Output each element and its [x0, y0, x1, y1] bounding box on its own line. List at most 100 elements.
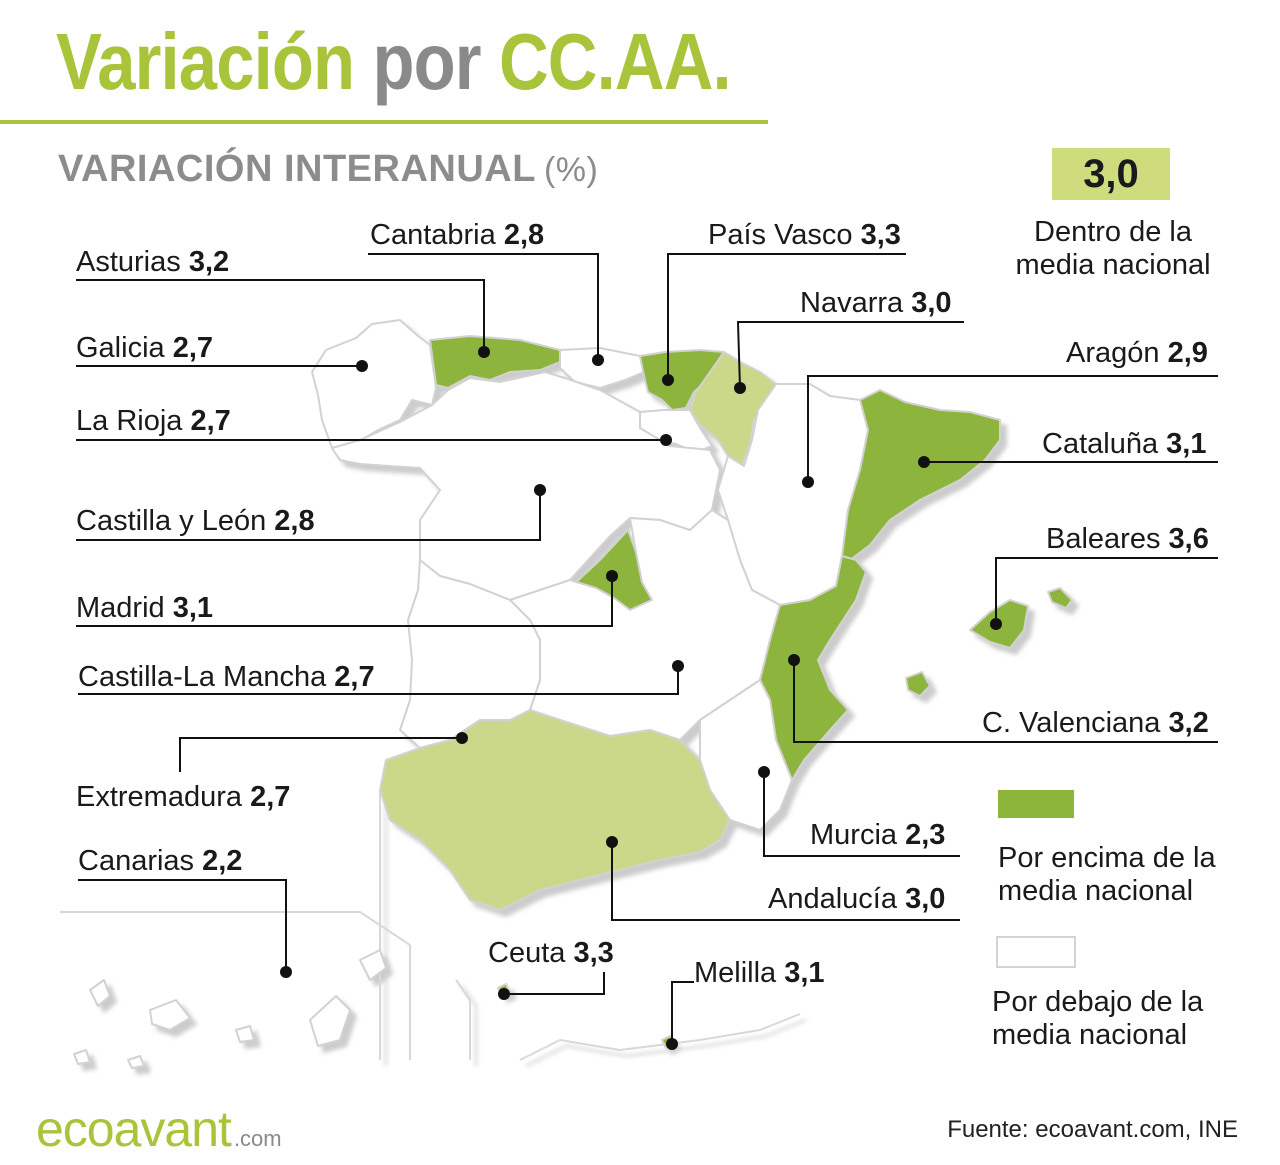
region-label-madrid: Madrid 3,1: [76, 591, 213, 625]
region-label-melilla: Melilla 3,1: [694, 956, 825, 990]
marker-dot-cataluna: [918, 456, 930, 468]
region-value: 3,3: [573, 937, 614, 969]
region-andalucia: [379, 709, 731, 911]
region-label-canarias: Canarias 2,2: [78, 844, 242, 878]
region-label-c-valenciana: C. Valenciana 3,2: [982, 706, 1209, 740]
leader-line-melilla: [671, 981, 694, 1044]
region-cantabria: [559, 347, 645, 389]
region-c-valenciana: [759, 555, 867, 781]
region-value: 3,2: [1168, 707, 1209, 739]
region-name: Baleares: [1046, 523, 1161, 555]
leader-line-c-valenciana: [793, 660, 1218, 743]
region-name: Cataluña: [1042, 428, 1159, 460]
marker-dot-asturias: [478, 346, 490, 358]
region-name: Castilla y León: [76, 505, 267, 537]
marker-dot-aragon: [802, 476, 814, 488]
region-name: Castilla-La Mancha: [78, 661, 327, 693]
region-value: 2,7: [334, 661, 375, 693]
region-value: 3,0: [905, 883, 946, 915]
region-label-navarra: Navarra 3,0: [800, 286, 952, 320]
region-asturias: [429, 335, 566, 389]
leader-line-murcia: [763, 772, 960, 857]
leader-line-canarias: [78, 879, 287, 972]
region-value: 3,0: [911, 287, 952, 319]
marker-dot-andalucia: [606, 836, 618, 848]
region-cataluna: [841, 389, 1001, 561]
ecoavant-logo: ecoavant .com: [36, 1101, 282, 1157]
region-value: 2,3: [905, 819, 946, 851]
leader-line-madrid: [76, 576, 613, 627]
marker-dot-canarias: [280, 966, 292, 978]
region-label-la-rioja: La Rioja 2,7: [76, 404, 231, 438]
region-label-baleares: Baleares 3,6: [1046, 522, 1209, 556]
legend-below-label: Por debajo de la media nacional: [992, 986, 1204, 1051]
region-label-murcia: Murcia 2,3: [810, 818, 945, 852]
legend-below-swatch: [996, 936, 1076, 968]
region-baleares: [905, 587, 1073, 697]
region-name: Ceuta: [488, 937, 566, 969]
region-name: Extremadura: [76, 781, 243, 813]
coastline-2: [519, 1013, 801, 1061]
region-label-aragon: Aragón 2,9: [1066, 336, 1208, 370]
leader-line-ceuta: [504, 972, 605, 995]
region-value: 3,6: [1168, 523, 1209, 555]
marker-dot-madrid: [606, 570, 618, 582]
source-note: Fuente: ecoavant.com, INE: [947, 1116, 1238, 1143]
region-name: Madrid: [76, 592, 165, 624]
region-value: 2,2: [202, 845, 243, 877]
leader-line-extremadura: [179, 737, 462, 772]
region-label-cataluna: Cataluña 3,1: [1042, 427, 1206, 461]
region-label-castilla-la-mancha: Castilla-La Mancha 2,7: [78, 660, 375, 694]
leader-line-castilla-la-mancha: [78, 666, 679, 695]
region-value: 2,7: [250, 781, 291, 813]
leader-line-andalucia: [611, 842, 960, 921]
region-value: 2,9: [1167, 337, 1208, 369]
region-name: Cantabria: [370, 219, 496, 251]
marker-dot-c-valenciana: [788, 654, 800, 666]
region-value: 2,7: [190, 405, 231, 437]
marker-dot-castilla-la-mancha: [672, 660, 684, 672]
region-pais-vasco: [639, 349, 725, 411]
region-label-pais-vasco: País Vasco 3,3: [708, 218, 901, 252]
national-average-note: Dentro de la media nacional: [1015, 216, 1211, 281]
leader-line-pais-vasco: [667, 253, 906, 380]
subtitle: VARIACIÓN INTERANUAL (%): [58, 148, 599, 190]
coastline-1: [455, 979, 471, 1060]
region-name: Andalucía: [768, 883, 897, 915]
canarias-inset-frame: [60, 911, 411, 1060]
marker-dot-melilla: [666, 1038, 678, 1050]
title-underline: [0, 120, 768, 124]
region-name: Aragón: [1066, 337, 1160, 369]
page-title: Variación por CC.AA.: [56, 17, 732, 106]
region-name: Asturias: [76, 246, 181, 278]
region-canarias: [73, 949, 387, 1069]
region-label-ceuta: Ceuta 3,3: [488, 936, 614, 970]
marker-dot-navarra: [734, 382, 746, 394]
region-label-andalucia: Andalucía 3,0: [768, 882, 945, 916]
region-label-asturias: Asturias 3,2: [76, 245, 229, 279]
region-name: Murcia: [810, 819, 898, 851]
marker-dot-pais-vasco: [662, 374, 674, 386]
region-value: 2,8: [503, 219, 545, 251]
region-name: Canarias: [78, 845, 195, 877]
marker-dot-cantabria: [592, 354, 604, 366]
leader-line-asturias: [76, 279, 485, 352]
region-name: La Rioja: [76, 405, 183, 437]
region-value: 3,1: [172, 592, 214, 624]
leader-line-castilla-leon: [76, 490, 541, 541]
region-name: Melilla: [694, 957, 777, 989]
marker-dot-extremadura: [456, 732, 468, 744]
leader-line-cantabria: [368, 253, 599, 360]
marker-dot-murcia: [758, 766, 770, 778]
marker-dot-la-rioja: [660, 434, 672, 446]
region-name: Galicia: [76, 332, 165, 364]
marker-dot-baleares: [990, 618, 1002, 630]
region-label-extremadura: Extremadura 2,7: [76, 780, 290, 814]
marker-dot-castilla-leon: [534, 484, 546, 496]
region-value: 2,7: [172, 332, 214, 364]
region-label-cantabria: Cantabria 2,8: [370, 218, 544, 252]
legend-above-label: Por encima de la media nacional: [998, 842, 1216, 907]
region-name: Navarra: [800, 287, 904, 319]
region-name: País Vasco: [708, 219, 853, 251]
